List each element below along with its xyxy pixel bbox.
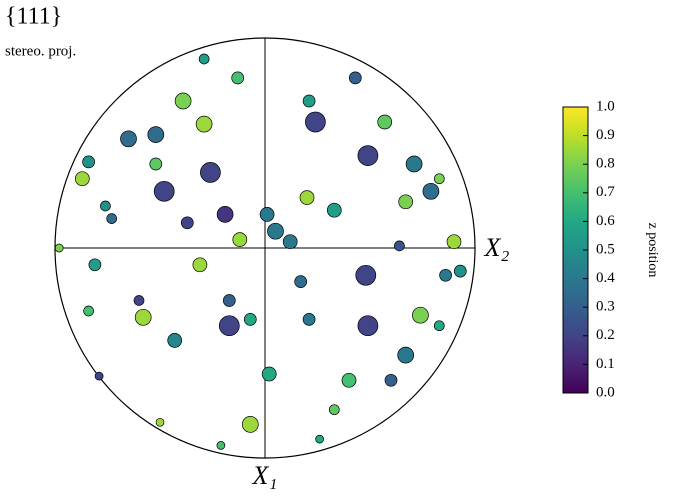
- point: [348, 71, 362, 85]
- point: [147, 126, 165, 143]
- point: [341, 372, 357, 388]
- point: [394, 240, 405, 252]
- point: [377, 114, 393, 130]
- point: [200, 162, 221, 183]
- point: [302, 94, 316, 108]
- point: [261, 366, 277, 382]
- point: [232, 232, 248, 247]
- point: [355, 264, 377, 286]
- point: [315, 434, 324, 444]
- point: [357, 145, 379, 166]
- point: [192, 257, 208, 273]
- point: [94, 371, 104, 381]
- point: [405, 155, 423, 173]
- colorbar-tick-label: 0.3: [596, 299, 615, 315]
- point: [195, 115, 213, 133]
- point: [267, 222, 284, 240]
- point: [82, 155, 95, 169]
- point: [218, 315, 240, 337]
- point: [174, 92, 192, 110]
- colorbar-tick-label: 0.5: [596, 241, 615, 257]
- x-axis-label: X₂: [484, 233, 510, 262]
- point: [167, 333, 183, 348]
- point: [133, 295, 145, 306]
- colorbar-tick-label: 1.0: [596, 98, 615, 114]
- point: [153, 180, 175, 202]
- point: [231, 71, 245, 85]
- point: [384, 373, 398, 387]
- point: [198, 53, 210, 65]
- point: [88, 258, 102, 272]
- colorbar-tick-label: 0.9: [596, 127, 615, 143]
- point: [149, 157, 163, 171]
- point: [412, 306, 429, 324]
- point: [216, 441, 226, 450]
- colorbar-tick-label: 0.0: [596, 384, 615, 400]
- point: [422, 182, 440, 200]
- point: [216, 206, 234, 223]
- colorbar-tick-label: 0.6: [596, 213, 615, 229]
- colorbar-tick-label: 0.4: [596, 270, 615, 286]
- point: [282, 234, 298, 250]
- point: [453, 264, 467, 278]
- point: [134, 308, 152, 326]
- point: [299, 190, 315, 205]
- point: [294, 275, 308, 288]
- subtitle: stereo. proj.: [5, 43, 76, 59]
- point: [222, 294, 236, 307]
- colorbar-tick-label: 0.1: [596, 356, 615, 372]
- point: [155, 417, 165, 427]
- colorbar-tick-label: 0.2: [596, 327, 615, 343]
- point: [357, 315, 379, 337]
- point: [326, 202, 342, 218]
- point: [54, 243, 64, 253]
- colorbar-tick-label: 0.7: [596, 184, 615, 200]
- point: [100, 200, 111, 212]
- point: [305, 111, 326, 133]
- point: [398, 194, 414, 210]
- point: [241, 416, 259, 433]
- point: [433, 320, 445, 332]
- point: [259, 207, 275, 222]
- colorbar-label: z position: [645, 223, 660, 278]
- point: [302, 313, 316, 326]
- point: [397, 346, 415, 364]
- y-axis-label: X₁: [252, 461, 278, 490]
- point: [328, 404, 340, 416]
- colorbar-tick-label: 0.8: [596, 156, 615, 172]
- point: [120, 130, 137, 148]
- point: [243, 313, 257, 326]
- point: [74, 171, 90, 187]
- chart-title: {111}: [5, 4, 62, 30]
- points: [54, 53, 467, 450]
- point: [446, 234, 462, 250]
- point: [83, 305, 94, 317]
- point: [106, 213, 118, 224]
- point: [180, 216, 194, 230]
- point: [439, 268, 452, 282]
- point: [433, 173, 445, 185]
